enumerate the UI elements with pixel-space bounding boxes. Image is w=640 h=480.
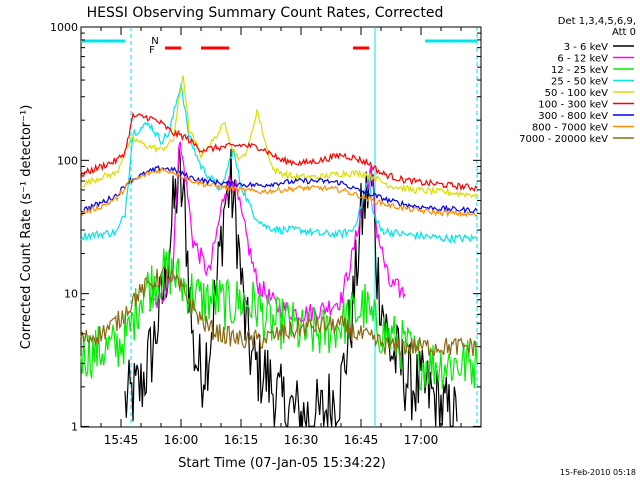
chart-title: HESSI Observing Summary Count Rates, Cor… <box>87 5 444 21</box>
vertical-markers <box>130 27 478 427</box>
x-axis-label: Start Time (07-Jan-05 15:34:22) <box>178 456 386 471</box>
plot-area: 1 10 100 1000 15:45 16:00 16:15 16:30 16:45 17:0… <box>50 21 482 447</box>
legend-header-line: Att 0 <box>612 27 636 38</box>
flag-label-n: N <box>151 36 158 47</box>
y-tick-label: 100 <box>57 154 78 167</box>
y-tick-label: 1 <box>71 420 78 433</box>
legend-entry-label: 25 - 50 keV <box>551 77 608 88</box>
legend-header-line: Det 1,3,4,5,6,9, <box>558 16 636 27</box>
x-tick-label: 16:30 <box>284 433 319 447</box>
series-line <box>80 111 478 192</box>
x-tick-label: 16:00 <box>164 433 199 447</box>
series-line <box>80 75 478 199</box>
x-axis: 15:45 16:00 16:15 16:30 16:45 17:00 <box>100 27 462 447</box>
legend-entry-label: 12 - 25 keV <box>551 65 608 76</box>
series-lines <box>80 75 478 428</box>
legend-entry-label: 6 - 12 keV <box>557 54 608 65</box>
legend-entry-label: 7000 - 20000 keV <box>519 134 608 145</box>
series-line <box>80 266 478 357</box>
y-tick-label: 1000 <box>50 21 78 34</box>
legend-entry-label: 100 - 300 keV <box>538 100 608 111</box>
y-axis: 1 10 100 1000 <box>50 21 481 433</box>
legend-entry-label: 800 - 7000 keV <box>532 123 608 134</box>
x-tick-label: 17:00 <box>404 433 439 447</box>
legend-entry-label: 50 - 100 keV <box>545 88 609 99</box>
footer-timestamp: 15-Feb-2010 05:18 <box>560 468 636 477</box>
legend-entry-label: 3 - 6 keV <box>564 42 608 53</box>
flag-bars <box>81 39 477 50</box>
series-line <box>80 167 478 218</box>
x-tick-label: 15:45 <box>104 433 139 447</box>
y-axis-label: Corrected Count Rate (s⁻¹ detector⁻¹) <box>19 105 34 350</box>
flag-label-f: F <box>149 45 155 56</box>
y-tick-label: 10 <box>64 288 78 301</box>
series-line <box>80 83 478 244</box>
x-tick-label: 16:45 <box>344 433 379 447</box>
legend-entry-label: 300 - 800 keV <box>538 111 608 122</box>
x-tick-label: 16:15 <box>224 433 259 447</box>
